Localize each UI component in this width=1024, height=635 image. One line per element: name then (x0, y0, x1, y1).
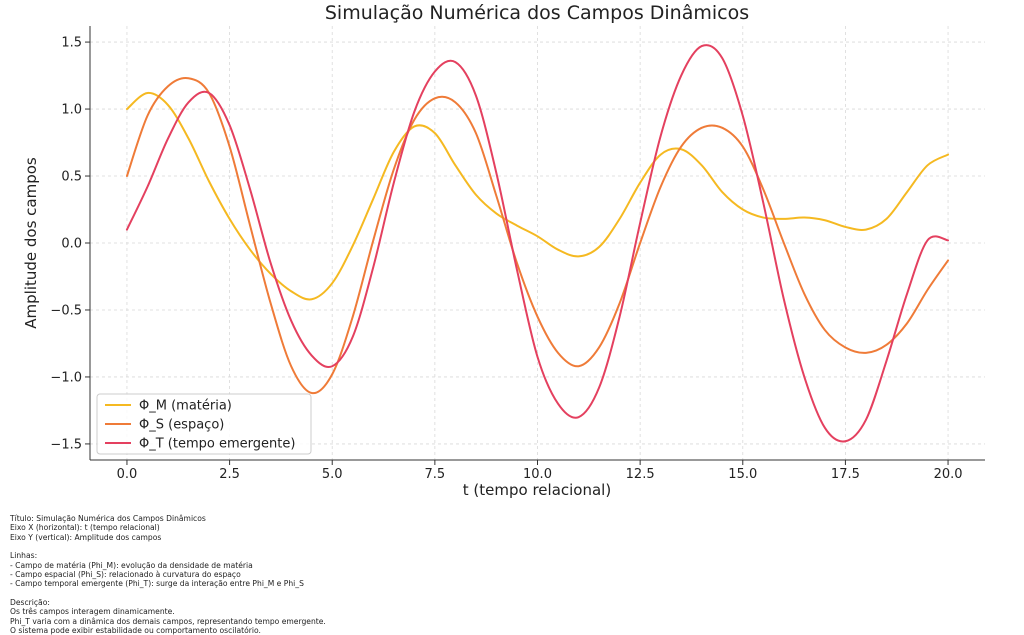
x-tick-label: 5.0 (322, 467, 343, 482)
notes-line-matter: - Campo de matéria (Phi_M): evolução da … (10, 560, 253, 570)
y-tick-label: −1.5 (50, 437, 82, 452)
legend-label-3: Φ_T (tempo emergente) (139, 437, 295, 452)
chart-title: Simulação Numérica dos Campos Dinâmicos (325, 2, 749, 24)
notes-x-axis-line: Eixo X (horizontal): t (tempo relacional… (10, 523, 160, 533)
notes-description-3: O sistema pode exibir estabilidade ou co… (10, 626, 261, 635)
notes-description-header: Descrição: (10, 597, 50, 607)
legend-label-1: Φ_M (matéria) (139, 399, 232, 414)
y-tick-label: 1.0 (61, 103, 82, 118)
y-tick-label: 0.5 (61, 170, 82, 185)
notes-description-1: Os três campos interagem dinamicamente. (10, 607, 175, 617)
x-tick-label: 2.5 (219, 467, 240, 482)
axes: 0.0 2.5 5.0 7.5 10.0 12.5 15.0 17.5 20.0 −1.5 −1.0… (50, 26, 985, 482)
notes-description-2: Phi_T varia com a dinâmica dos demais ca… (10, 616, 326, 626)
x-tick-label: 17.5 (831, 467, 860, 482)
y-tick-label: −0.5 (50, 303, 82, 318)
series-line-2 (125, 77, 950, 395)
x-tick-label: 7.5 (425, 467, 446, 482)
x-tick-label: 10.0 (523, 467, 552, 482)
series-line-1 (125, 91, 950, 301)
line-chart: Simulação Numérica dos Campos Dinâmicos … (22, 2, 985, 499)
legend: Φ_M (matéria) Φ_S (espaço) Φ_T (tempo emer… (96, 393, 312, 455)
legend-label-2: Φ_S (espaço) (139, 418, 224, 433)
legend-box (96, 393, 312, 455)
y-tick-label: −1.0 (50, 370, 82, 385)
x-tick-label: 0.0 (117, 467, 138, 482)
notes-lines-header: Linhas: (10, 551, 38, 561)
y-tick-label: 1.5 (61, 36, 82, 51)
series-line-3 (125, 44, 950, 443)
chart-notes: Título: Simulação Numérica dos Campos Di… (10, 514, 710, 635)
x-tick-label: 12.5 (626, 467, 655, 482)
y-tick-label: 0.0 (61, 237, 82, 252)
notes-y-axis-line: Eixo Y (vertical): Amplitude dos campos (10, 532, 162, 542)
y-axis-label: Amplitude dos campos (22, 157, 40, 329)
x-tick-label: 15.0 (728, 467, 757, 482)
notes-line-time: - Campo temporal emergente (Phi_T): surg… (10, 579, 304, 589)
series-lines (125, 44, 950, 443)
x-axis-label: t (tempo relacional) (463, 481, 611, 499)
notes-title-line: Título: Simulação Numérica dos Campos Di… (10, 514, 206, 523)
notes-line-space: - Campo espacial (Phi_S): relacionado à … (10, 570, 241, 580)
x-tick-label: 20.0 (934, 467, 963, 482)
